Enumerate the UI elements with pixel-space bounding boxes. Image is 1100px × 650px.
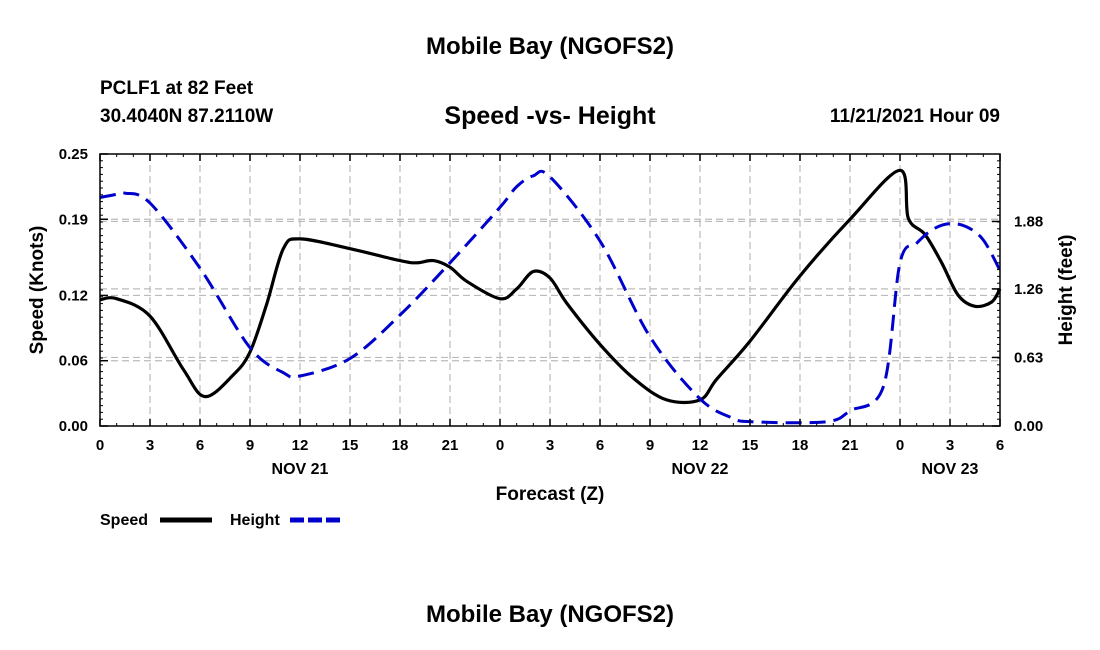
axes: 0 3 6 9 12 15 18 21 0 3 6 9 12 15 18 21 0 3 6 NOV 21 NOV 22 N… xyxy=(59,146,1043,478)
x-tick-label: 0 xyxy=(96,437,104,454)
legend-label-height: Height xyxy=(230,512,280,529)
datetime-label: 11/21/2021 Hour 09 xyxy=(829,106,1000,127)
x-tick-label: 6 xyxy=(596,437,604,454)
legend-label-speed: Speed xyxy=(100,512,148,529)
x-tick-label: 0 xyxy=(896,437,904,454)
x-tick-label: 12 xyxy=(692,437,709,454)
y-right-tick-label: 0.63 xyxy=(1014,349,1043,366)
x-tick-label: 12 xyxy=(292,437,309,454)
y-right-tick-label: 0.00 xyxy=(1014,418,1043,435)
x-axis-label: Forecast (Z) xyxy=(496,484,605,505)
footer-title: Mobile Bay (NGOFS2) xyxy=(425,601,675,628)
x-tick-label: 6 xyxy=(196,437,204,454)
speed-series-line xyxy=(99,168,1002,405)
x-tick-label: 18 xyxy=(792,437,809,454)
x-tick-label: 21 xyxy=(442,437,459,454)
y-left-tick-label: 0.12 xyxy=(59,287,88,304)
x-tick-label: 0 xyxy=(496,437,504,454)
x-tick-label: 15 xyxy=(342,437,359,454)
x-tick-label: 6 xyxy=(996,437,1004,454)
chart-title: Mobile Bay (NGOFS2) xyxy=(425,33,675,60)
chart-subtitle: Speed -vs- Height xyxy=(444,102,656,130)
x-tick-label: 3 xyxy=(546,437,554,454)
x-tick-label: 3 xyxy=(946,437,954,454)
date-label: NOV 21 xyxy=(272,461,329,478)
series-lines xyxy=(99,168,1002,425)
y-left-tick-label: 0.25 xyxy=(59,146,88,163)
x-tick-label: 9 xyxy=(246,437,254,454)
x-tick-label: 18 xyxy=(392,437,409,454)
y-right-tick-label: 1.26 xyxy=(1014,281,1043,298)
y-axis-left-label: Speed (Knots) xyxy=(27,226,48,355)
x-tick-label: 3 xyxy=(146,437,154,454)
y-left-tick-label: 0.00 xyxy=(59,418,88,435)
y-right-tick-label: 1.88 xyxy=(1014,213,1043,230)
coordinates-label: 30.4040N 87.2110W xyxy=(100,106,274,127)
y-axis-right-label: Height (feet) xyxy=(1056,235,1077,346)
y-left-tick-label: 0.19 xyxy=(59,211,88,228)
y-left-tick-label: 0.06 xyxy=(59,353,88,370)
height-series-line xyxy=(99,169,1002,425)
x-tick-label: 15 xyxy=(742,437,759,454)
station-label: PCLF1 at 82 Feet xyxy=(100,78,254,99)
x-tick-label: 9 xyxy=(646,437,654,454)
x-tick-label: 21 xyxy=(842,437,859,454)
date-label: NOV 22 xyxy=(672,461,729,478)
legend: Speed Height xyxy=(100,512,342,529)
date-label: NOV 23 xyxy=(922,461,979,478)
grid xyxy=(100,154,1000,426)
